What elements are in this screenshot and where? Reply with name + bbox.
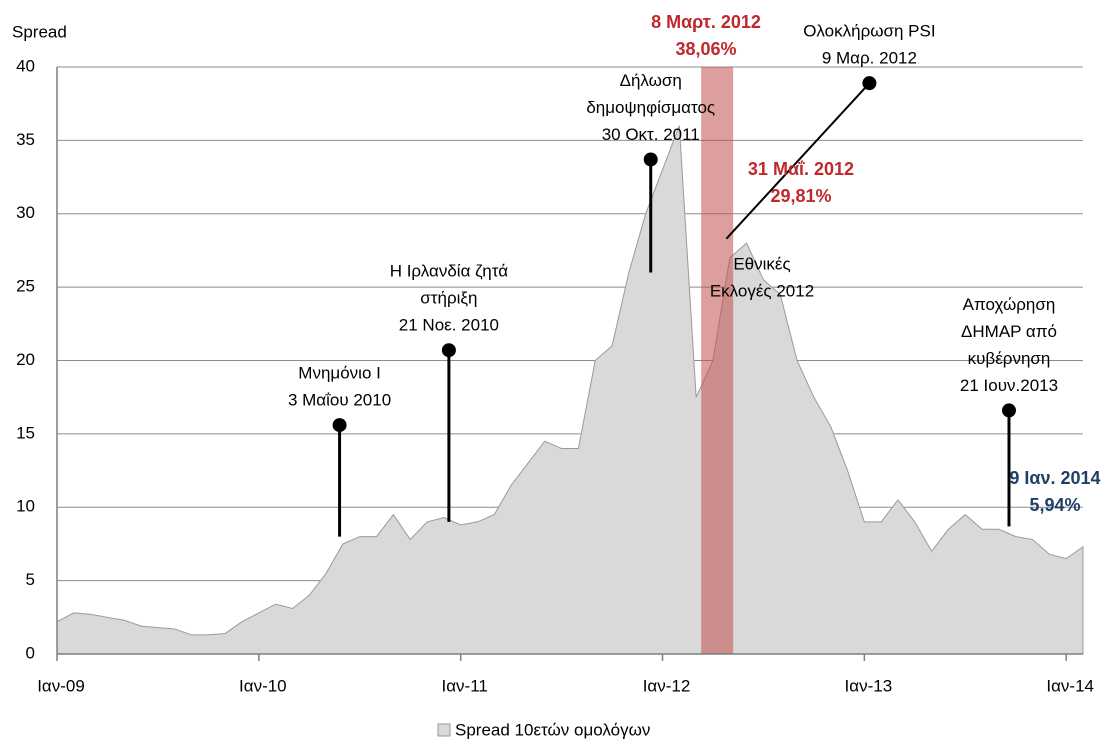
label-text: 38,06% [675,39,736,59]
annotation-text: Ολοκλήρωση PSI [803,22,935,41]
y-tick-label: 5 [26,570,35,589]
annotation-text: 30 Οκτ. 2011 [602,125,700,144]
y-tick-label: 20 [16,350,35,369]
y-axis-label: Spread [12,22,67,41]
label-text: 8 Μαρτ. 2012 [651,12,761,32]
annotation-dot [643,152,658,167]
y-tick-label: 30 [16,203,35,222]
annotation-dot [441,343,456,358]
label-text: 9 Ιαν. 2014 [1009,468,1100,488]
annotation-text: 3 Μαΐου 2010 [288,391,391,410]
label-text: 29,81% [770,186,831,206]
y-tick-label: 25 [16,277,35,296]
x-tick-label: Ιαν-13 [845,676,893,695]
shaded-range [701,67,734,654]
annotation-text: δημοψηφίσματος [586,98,715,117]
annotation-text: ΔΗΜΑΡ από [961,322,1057,341]
annotation-text: Δήλωση [620,71,682,90]
y-tick-label: 35 [16,130,35,149]
x-tick-label: Ιαν-14 [1046,676,1094,695]
legend-swatch [437,723,451,737]
annotation-dot [1001,403,1016,418]
annotation-text: στήριξη [420,289,477,308]
x-tick-label: Ιαν-11 [441,676,487,695]
annotation-text: 9 Μαρ. 2012 [822,49,917,68]
annotation-text: 21 Ιουν.2013 [960,376,1058,395]
x-tick-label: Ιαν-09 [37,676,85,695]
x-tick-label: Ιαν-10 [239,676,287,695]
annotation-text: Η Ιρλανδία ζητά [390,262,509,281]
annotation-text: κυβέρνηση [968,349,1051,368]
label-text: Εκλογές 2012 [710,281,814,300]
label-text: 31 Μαΐ. 2012 [748,159,854,179]
label-text: 5,94% [1029,495,1080,515]
annotation-line [725,82,871,240]
annotation-dot [862,76,877,91]
x-tick-label: Ιαν-12 [643,676,691,695]
area [56,125,1084,655]
y-tick-label: 40 [16,56,35,75]
annotation-text: Αποχώρηση [963,295,1056,314]
annotation-text: Μνημόνιο Ι [298,364,381,383]
y-tick-label: 10 [16,497,35,516]
legend-label: Spread 10ετών ομολόγων [455,720,650,739]
y-tick-label: 15 [16,423,35,442]
label-text: Εθνικές [733,254,790,273]
annotation-dot [332,418,347,433]
annotation-text: 21 Νοε. 2010 [399,316,499,335]
y-tick-label: 0 [26,643,35,662]
